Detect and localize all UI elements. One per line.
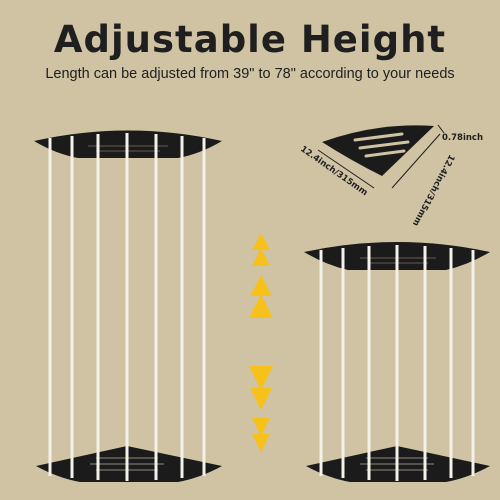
arrow-down-icon <box>249 366 273 452</box>
subtitle: Length can be adjusted from 39" to 78" a… <box>45 66 455 82</box>
corner-shelf-top-view <box>322 125 434 176</box>
height-adjust-arrows <box>249 233 273 452</box>
arrow-up-icon <box>249 233 273 318</box>
shelf-dimension-diagram: 0.78inch 12.4inch/315mm 12.4inch/315mm <box>298 124 483 228</box>
right-side-dimension: 12.4inch/315mm <box>410 153 456 228</box>
tall-shelf-unit <box>34 130 222 482</box>
page-title: Adjustable Height <box>53 18 447 61</box>
thickness-label: 0.78inch <box>442 133 483 143</box>
short-rods <box>319 245 475 476</box>
short-shelf-unit <box>304 242 490 482</box>
tall-rods <box>48 133 206 478</box>
